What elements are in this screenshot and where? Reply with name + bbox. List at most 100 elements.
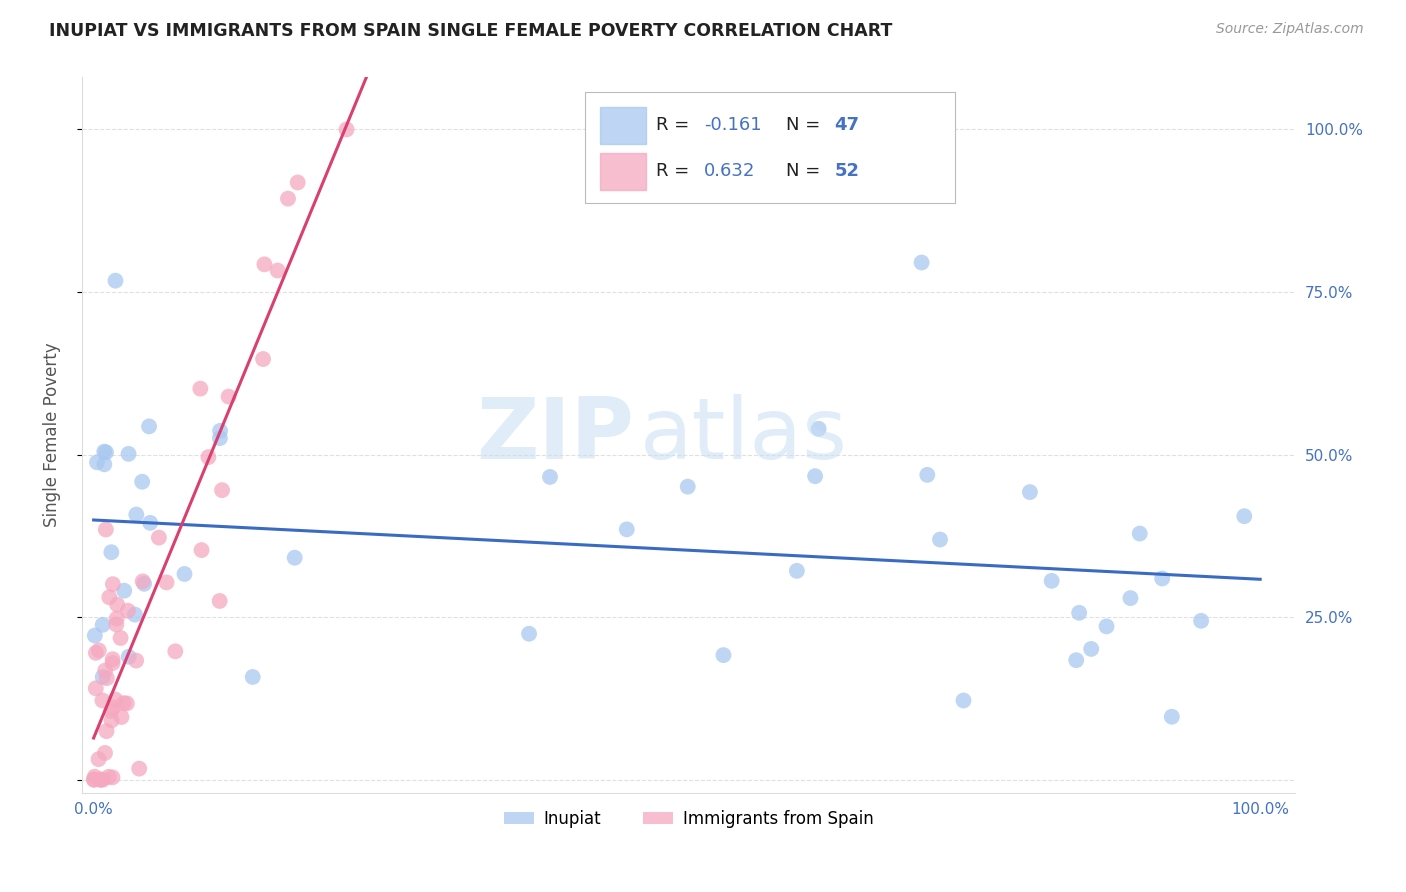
Point xyxy=(87,643,110,657)
Point xyxy=(807,422,830,436)
Point xyxy=(101,700,124,714)
Point xyxy=(101,656,124,670)
Point xyxy=(96,724,118,739)
Point xyxy=(1119,591,1142,606)
Point xyxy=(209,424,232,438)
Point xyxy=(165,644,187,658)
Point xyxy=(252,351,274,366)
Point xyxy=(1095,619,1118,633)
Point xyxy=(1160,710,1182,724)
Point xyxy=(1233,509,1256,524)
Point xyxy=(538,470,561,484)
Point xyxy=(277,192,299,206)
Point xyxy=(929,533,952,547)
Point xyxy=(110,710,132,724)
Point xyxy=(91,772,114,787)
Point xyxy=(90,772,112,787)
Point xyxy=(242,670,264,684)
Point xyxy=(284,550,307,565)
Point xyxy=(804,469,827,483)
Point xyxy=(94,664,117,678)
Text: 52: 52 xyxy=(834,162,859,180)
Point xyxy=(173,566,195,581)
Point xyxy=(115,697,138,711)
Point xyxy=(188,382,211,396)
Text: 47: 47 xyxy=(834,116,859,135)
Point xyxy=(84,646,107,660)
Point xyxy=(91,617,114,632)
Point xyxy=(83,772,105,787)
Point xyxy=(91,693,114,707)
Point xyxy=(211,483,233,497)
Point xyxy=(83,772,105,787)
Point xyxy=(97,770,120,784)
Point xyxy=(112,696,135,710)
Text: -0.161: -0.161 xyxy=(704,116,762,135)
Point xyxy=(110,631,132,645)
Point xyxy=(1040,574,1063,588)
Text: Source: ZipAtlas.com: Source: ZipAtlas.com xyxy=(1216,22,1364,37)
Point xyxy=(1152,572,1174,586)
Point xyxy=(117,447,139,461)
Point xyxy=(1019,485,1042,500)
Point xyxy=(287,176,309,190)
Point xyxy=(83,628,105,642)
Text: N =: N = xyxy=(786,116,825,135)
Point xyxy=(148,531,170,545)
Point xyxy=(1064,653,1087,667)
Point xyxy=(104,274,127,288)
Point xyxy=(100,704,122,718)
Point xyxy=(125,508,148,522)
Point xyxy=(105,617,128,632)
Bar xyxy=(600,153,647,190)
Point xyxy=(266,263,288,277)
Point xyxy=(197,450,219,464)
Point xyxy=(105,611,128,625)
Point xyxy=(91,670,114,684)
Point xyxy=(952,693,974,707)
Point xyxy=(128,762,150,776)
Point xyxy=(190,543,212,558)
Point xyxy=(125,654,148,668)
FancyBboxPatch shape xyxy=(585,92,956,202)
Point xyxy=(112,583,135,598)
Y-axis label: Single Female Poverty: Single Female Poverty xyxy=(44,343,60,527)
Point xyxy=(616,522,638,536)
Point xyxy=(93,458,115,472)
Text: atlas: atlas xyxy=(640,393,848,476)
Point xyxy=(218,390,240,404)
Point xyxy=(517,626,540,640)
Point xyxy=(1189,614,1212,628)
Point xyxy=(117,604,139,618)
Point xyxy=(1069,606,1091,620)
Text: R =: R = xyxy=(655,162,695,180)
Text: 0.632: 0.632 xyxy=(704,162,755,180)
Point xyxy=(253,257,276,271)
Point xyxy=(94,445,117,459)
Point xyxy=(917,467,939,482)
Point xyxy=(134,577,156,591)
Point xyxy=(713,648,735,662)
Point xyxy=(1080,641,1102,656)
Text: INUPIAT VS IMMIGRANTS FROM SPAIN SINGLE FEMALE POVERTY CORRELATION CHART: INUPIAT VS IMMIGRANTS FROM SPAIN SINGLE … xyxy=(49,22,893,40)
Point xyxy=(132,574,155,589)
Text: R =: R = xyxy=(655,116,695,135)
Point xyxy=(131,475,153,489)
Point xyxy=(1129,526,1152,541)
Bar xyxy=(600,107,647,144)
Point xyxy=(83,770,105,784)
Point xyxy=(94,523,117,537)
Point xyxy=(118,649,141,664)
Point xyxy=(124,607,146,622)
Point xyxy=(96,671,118,685)
Point xyxy=(104,692,127,706)
Point xyxy=(105,598,128,612)
Text: N =: N = xyxy=(786,162,825,180)
Point xyxy=(100,545,122,559)
Point xyxy=(910,255,932,269)
Point xyxy=(101,652,124,666)
Point xyxy=(138,419,160,434)
Point xyxy=(98,591,121,605)
Point xyxy=(87,752,110,766)
Point xyxy=(86,455,108,469)
